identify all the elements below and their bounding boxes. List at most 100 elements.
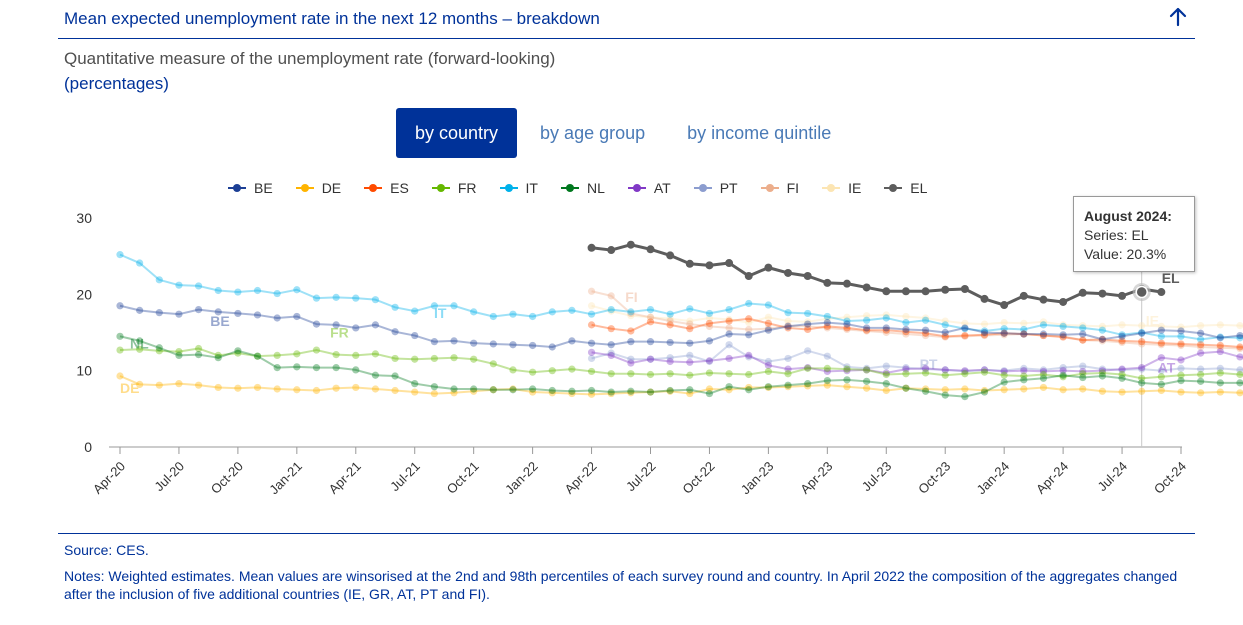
- data-point-nl: [804, 380, 812, 388]
- data-point-it: [136, 259, 144, 267]
- data-point-at: [725, 354, 733, 363]
- data-point-de: [764, 383, 772, 392]
- data-point-be: [666, 338, 674, 347]
- data-point-fr: [921, 369, 930, 377]
- data-point-de: [961, 385, 969, 393]
- data-point-ie: [941, 317, 949, 325]
- data-point-it: [116, 251, 124, 259]
- arrow-up-icon[interactable]: [1167, 6, 1189, 28]
- data-point-fi: [1236, 344, 1243, 353]
- data-point-be: [253, 311, 262, 319]
- data-point-ie: [1197, 322, 1205, 330]
- series-label-be: BE: [210, 313, 229, 329]
- legend-item-fi[interactable]: FI: [760, 180, 799, 196]
- legend-item-be[interactable]: BE: [228, 180, 273, 196]
- x-tick-label: Jan-21: [266, 459, 305, 498]
- unit-label: (percentages): [64, 74, 169, 93]
- data-point-fi: [666, 317, 674, 325]
- data-point-de: [921, 385, 930, 393]
- data-point-be: [391, 328, 399, 336]
- data-point-at: [961, 367, 969, 375]
- data-point-el: [823, 278, 832, 287]
- data-point-de: [1216, 388, 1224, 396]
- data-point-de: [863, 384, 871, 392]
- data-point-at: [823, 367, 831, 376]
- data-point-nl: [234, 347, 242, 355]
- data-point-it: [941, 321, 949, 329]
- data-point-es: [666, 321, 674, 329]
- data-point-de: [1236, 389, 1243, 397]
- tab-by-income-quintile[interactable]: by income quintile: [687, 123, 832, 143]
- data-point-it: [902, 318, 910, 327]
- legend-item-de[interactable]: DE: [295, 180, 341, 196]
- legend-label: AT: [653, 180, 671, 196]
- data-point-ie: [1236, 322, 1243, 330]
- data-point-pt: [1216, 364, 1224, 372]
- data-point-de: [823, 381, 831, 389]
- data-point-de: [646, 388, 655, 396]
- data-point-ie: [1020, 319, 1028, 327]
- data-point-pt: [686, 351, 694, 359]
- data-point-fr: [980, 368, 989, 376]
- legend-item-ie[interactable]: IE: [822, 180, 861, 196]
- data-point-nl: [627, 387, 635, 395]
- data-point-de: [784, 383, 792, 391]
- data-point-fi: [1000, 331, 1008, 339]
- data-point-at: [764, 361, 772, 369]
- data-point-ie: [823, 315, 831, 323]
- data-point-at: [607, 351, 615, 359]
- data-point-el: [646, 245, 655, 254]
- data-point-el: [1059, 297, 1068, 306]
- data-point-el: [1039, 295, 1048, 304]
- data-point-fi: [863, 327, 871, 335]
- data-point-de: [136, 380, 144, 389]
- series-line-fr: [119, 347, 1243, 380]
- data-point-nl: [745, 386, 753, 394]
- legend-item-nl[interactable]: NL: [560, 180, 605, 196]
- chart-tooltip: August 2024: Series: EL Value: 20.3%: [1073, 196, 1195, 272]
- data-point-at: [804, 364, 812, 372]
- data-point-be: [470, 339, 478, 347]
- legend-item-pt[interactable]: PT: [693, 180, 738, 196]
- data-point-be: [312, 320, 321, 328]
- data-point-it: [725, 306, 733, 314]
- tab-by-country[interactable]: by country: [396, 108, 518, 158]
- legend-item-el[interactable]: EL: [884, 180, 927, 196]
- data-point-nl: [1236, 379, 1243, 387]
- data-point-nl: [371, 371, 380, 379]
- data-point-pt: [882, 362, 890, 370]
- data-point-pt: [1079, 362, 1087, 370]
- data-point-pt: [921, 365, 930, 373]
- data-point-nl: [116, 332, 124, 340]
- data-point-es: [627, 327, 635, 335]
- data-point-at: [646, 355, 655, 363]
- x-tick-label: Oct-21: [444, 459, 482, 497]
- data-point-es: [921, 329, 930, 337]
- data-point-es: [1138, 338, 1146, 346]
- data-point-at: [1216, 347, 1224, 356]
- legend-item-es[interactable]: ES: [364, 180, 409, 196]
- legend-item-at[interactable]: AT: [627, 180, 671, 196]
- data-point-nl: [411, 380, 419, 388]
- data-point-pt: [863, 364, 871, 372]
- legend-item-it[interactable]: IT: [499, 180, 538, 196]
- x-tick-label: Jul-21: [387, 459, 423, 495]
- data-point-ie: [1157, 322, 1165, 330]
- x-tick-label: Jul-23: [859, 459, 895, 495]
- data-point-fr: [411, 355, 419, 363]
- data-point-at: [686, 358, 694, 366]
- tab-by-age-group[interactable]: by age group: [540, 123, 646, 143]
- x-tick-label: Apr-24: [1033, 459, 1071, 497]
- data-point-it: [391, 303, 399, 311]
- data-point-be: [941, 328, 949, 337]
- legend-label: NL: [586, 180, 605, 196]
- x-tick-label: Jul-24: [1095, 459, 1131, 495]
- data-point-it: [863, 316, 871, 324]
- data-point-fi: [961, 332, 969, 340]
- data-point-it: [745, 299, 753, 308]
- x-tick-label: Oct-22: [679, 459, 717, 497]
- data-point-nl: [175, 351, 183, 359]
- data-point-fr: [607, 370, 615, 378]
- data-point-fr: [686, 371, 694, 379]
- legend-item-fr[interactable]: FR: [431, 180, 477, 196]
